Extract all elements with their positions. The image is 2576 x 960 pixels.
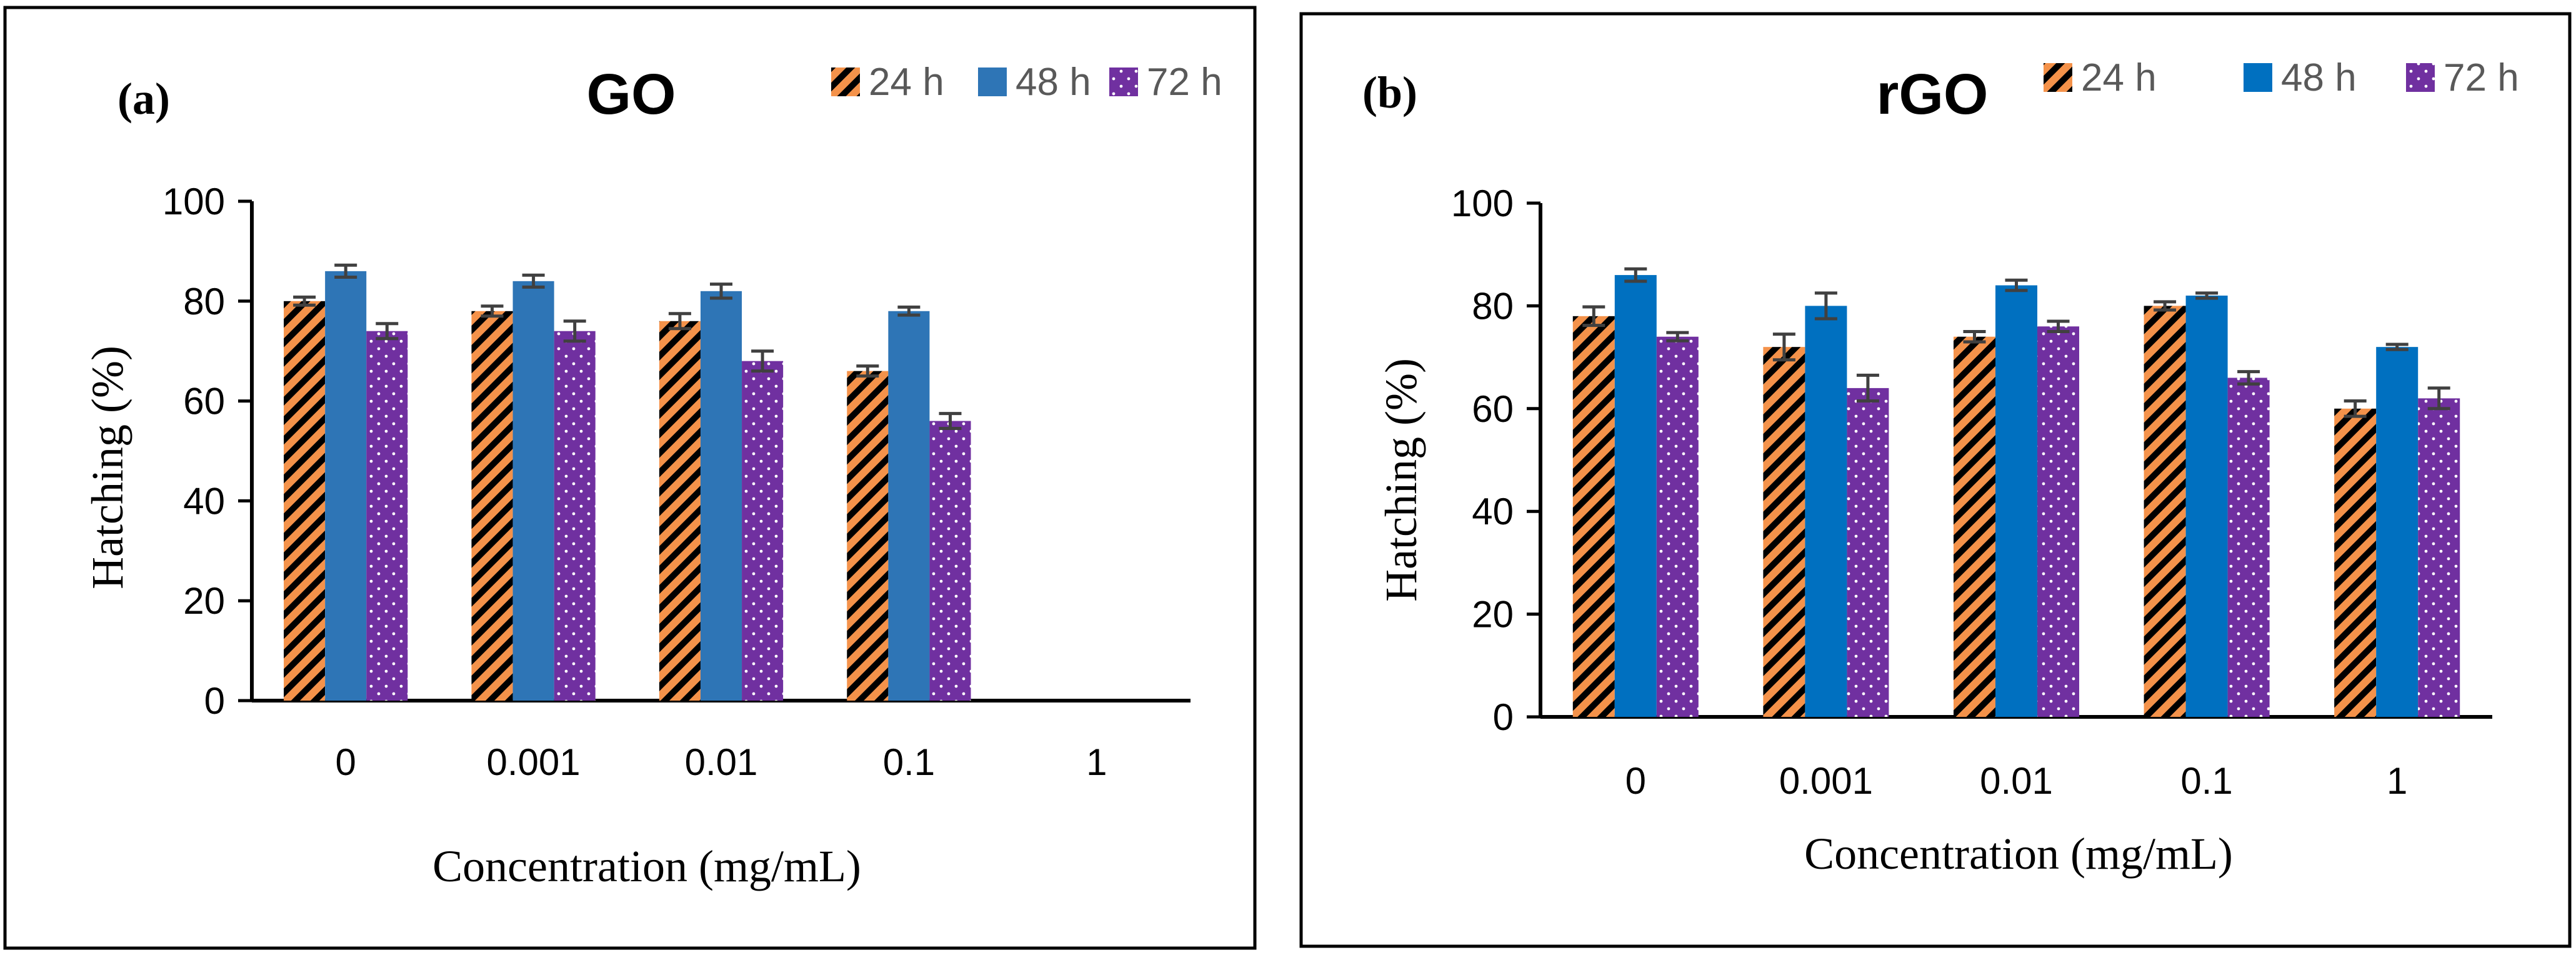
panel-b-y-tick-label: 100	[1451, 182, 1514, 224]
panel-b-y-tick-label: 40	[1472, 491, 1514, 532]
panel-a-y-tick-label: 60	[183, 381, 225, 422]
panel-a-title: GO	[586, 62, 676, 126]
panel-a-frame	[3, 6, 1257, 950]
panel-b-y-tick-label: 60	[1472, 388, 1514, 430]
panel-b-x-axis-label: Concentration (mg/mL)	[1804, 829, 2233, 879]
panel-a-y-tick-label: 0	[204, 680, 225, 722]
panel-a-bar	[888, 311, 930, 701]
panel-b-legend-label: 48 h	[2281, 56, 2357, 99]
panel-a-bar	[554, 331, 596, 701]
panel-b-category-label: 0.01	[1980, 760, 2053, 802]
panel-a-legend-label: 48 h	[1016, 61, 1091, 104]
panel-a-category-label: 0.001	[487, 741, 581, 783]
panel-a-bar	[742, 361, 784, 701]
panel-b-title: rGO	[1877, 62, 1989, 126]
panel-b-bar	[2334, 408, 2377, 717]
panel-a-bar	[700, 291, 742, 701]
panel-b-y-tick-label: 0	[1493, 696, 1514, 738]
panel-b-bar	[2418, 398, 2460, 717]
panel-b-y-axis-label: Hatching (%)	[1376, 358, 1426, 602]
panel-b-category-label: 0.001	[1779, 760, 1873, 802]
panel-a-bar	[847, 371, 889, 701]
panel-a-bar	[512, 281, 554, 701]
panel-a-bar	[659, 321, 701, 701]
panel-a-y-tick-label: 20	[183, 580, 225, 622]
panel-a-category-label: 0.01	[685, 741, 758, 783]
panel-b-category-label: 0	[1625, 760, 1646, 802]
panel-a-legend-label: 24 h	[869, 61, 944, 104]
panel-a-legend-label: 72 h	[1147, 61, 1222, 104]
panel-a-y-tick-label: 40	[183, 480, 225, 522]
panel-b-bar	[2376, 347, 2419, 717]
panel-a-bar	[929, 421, 971, 701]
panel-b-bar	[2185, 295, 2228, 718]
panel-a-label: (a)	[117, 74, 170, 124]
panel-a-legend-swatch	[978, 68, 1007, 96]
panel-b-bar	[1995, 285, 2038, 717]
panel-b-bar	[1953, 336, 1995, 717]
panel-a-category-label: 0	[336, 741, 356, 783]
panel-b-legend-label: 72 h	[2444, 56, 2519, 99]
panel-a-bar	[284, 301, 326, 701]
panel-b-bar	[1656, 336, 1699, 717]
panel-b-bar	[1805, 306, 1847, 717]
panel-b-plot: 0 20 40 60 80 100 0 0.001 0.01 0.1 1 24 h 48 h 72 h	[1451, 56, 2519, 802]
panel-b-y-tick-label: 20	[1472, 594, 1514, 636]
panel-a-legend-swatch	[1109, 68, 1138, 96]
panel-b-legend-swatch	[2244, 63, 2272, 92]
panel-b-bar	[2037, 326, 2080, 717]
panel-b-legend-swatch	[2044, 63, 2072, 92]
panel-b-bar	[2227, 378, 2270, 717]
panel-b-bar	[2144, 306, 2186, 717]
panel-a-y-tick-label: 80	[183, 281, 225, 322]
panel-a-y-axis-label: Hatching (%)	[82, 346, 132, 589]
panel-a-bar	[471, 311, 513, 701]
panel-a-category-label: 0.1	[883, 741, 935, 783]
panel-b-legend-swatch	[2406, 63, 2435, 92]
panel-a-category-label: 1	[1086, 741, 1107, 783]
panel-b-bar	[1614, 275, 1657, 718]
panel-b-bar	[1763, 347, 1805, 717]
panel-b-category-label: 1	[2387, 760, 2407, 802]
panel-b-legend-label: 24 h	[2081, 56, 2157, 99]
panel-a-y-tick-label: 100	[162, 181, 225, 222]
panel-b-bar	[1572, 316, 1615, 718]
panel-a-bar	[366, 331, 408, 701]
panel-a-legend-swatch	[831, 68, 860, 96]
panel-b-label: (b)	[1362, 68, 1417, 118]
panel-a-x-axis-label: Concentration (mg/mL)	[432, 841, 861, 891]
panel-a-plot: 0 20 40 60 80 100 0 0.001 0.01 0.1 1 24 h 48 h 72 h	[162, 61, 1222, 783]
panel-a-bar	[325, 271, 367, 701]
panel-b-category-label: 0.1	[2180, 760, 2232, 802]
panel-b-y-tick-label: 80	[1472, 285, 1514, 327]
panel-b-bar	[1847, 388, 1889, 717]
